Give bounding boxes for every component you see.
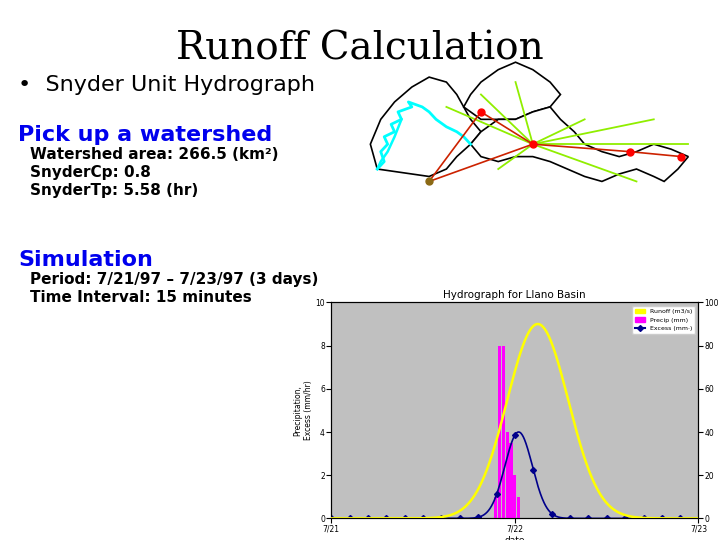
Bar [494,497,498,518]
Polygon shape [464,62,560,119]
Bar [517,497,520,518]
Bar [502,346,505,518]
Bar [510,443,513,518]
Legend: Runoff (m3/s), Precip (mm), Excess (mm·): Runoff (m3/s), Precip (mm), Excess (mm·) [632,306,696,334]
Title: Hydrograph for Llano Basin: Hydrograph for Llano Basin [444,290,586,300]
Y-axis label: Precipitation,
Excess (mm/hr): Precipitation, Excess (mm/hr) [293,381,312,440]
Text: Pick up a watershed: Pick up a watershed [18,125,272,145]
Text: Watershed area: 266.5 (km²): Watershed area: 266.5 (km²) [30,147,279,162]
Text: Period: 7/21/97 – 7/23/97 (3 days): Period: 7/21/97 – 7/23/97 (3 days) [30,272,318,287]
Text: Simulation: Simulation [18,250,153,270]
Polygon shape [471,107,688,181]
Bar [513,475,516,518]
Text: •  Snyder Unit Hydrograph: • Snyder Unit Hydrograph [18,75,315,95]
Text: Time Interval: 15 minutes: Time Interval: 15 minutes [30,290,252,305]
Text: SnyderCp: 0.8: SnyderCp: 0.8 [30,165,151,180]
Bar [505,432,508,518]
Polygon shape [370,77,481,177]
Bar [498,346,501,518]
X-axis label: date: date [505,536,525,540]
Text: Runoff Calculation: Runoff Calculation [176,30,544,67]
Text: SnyderTp: 5.58 (hr): SnyderTp: 5.58 (hr) [30,183,198,198]
